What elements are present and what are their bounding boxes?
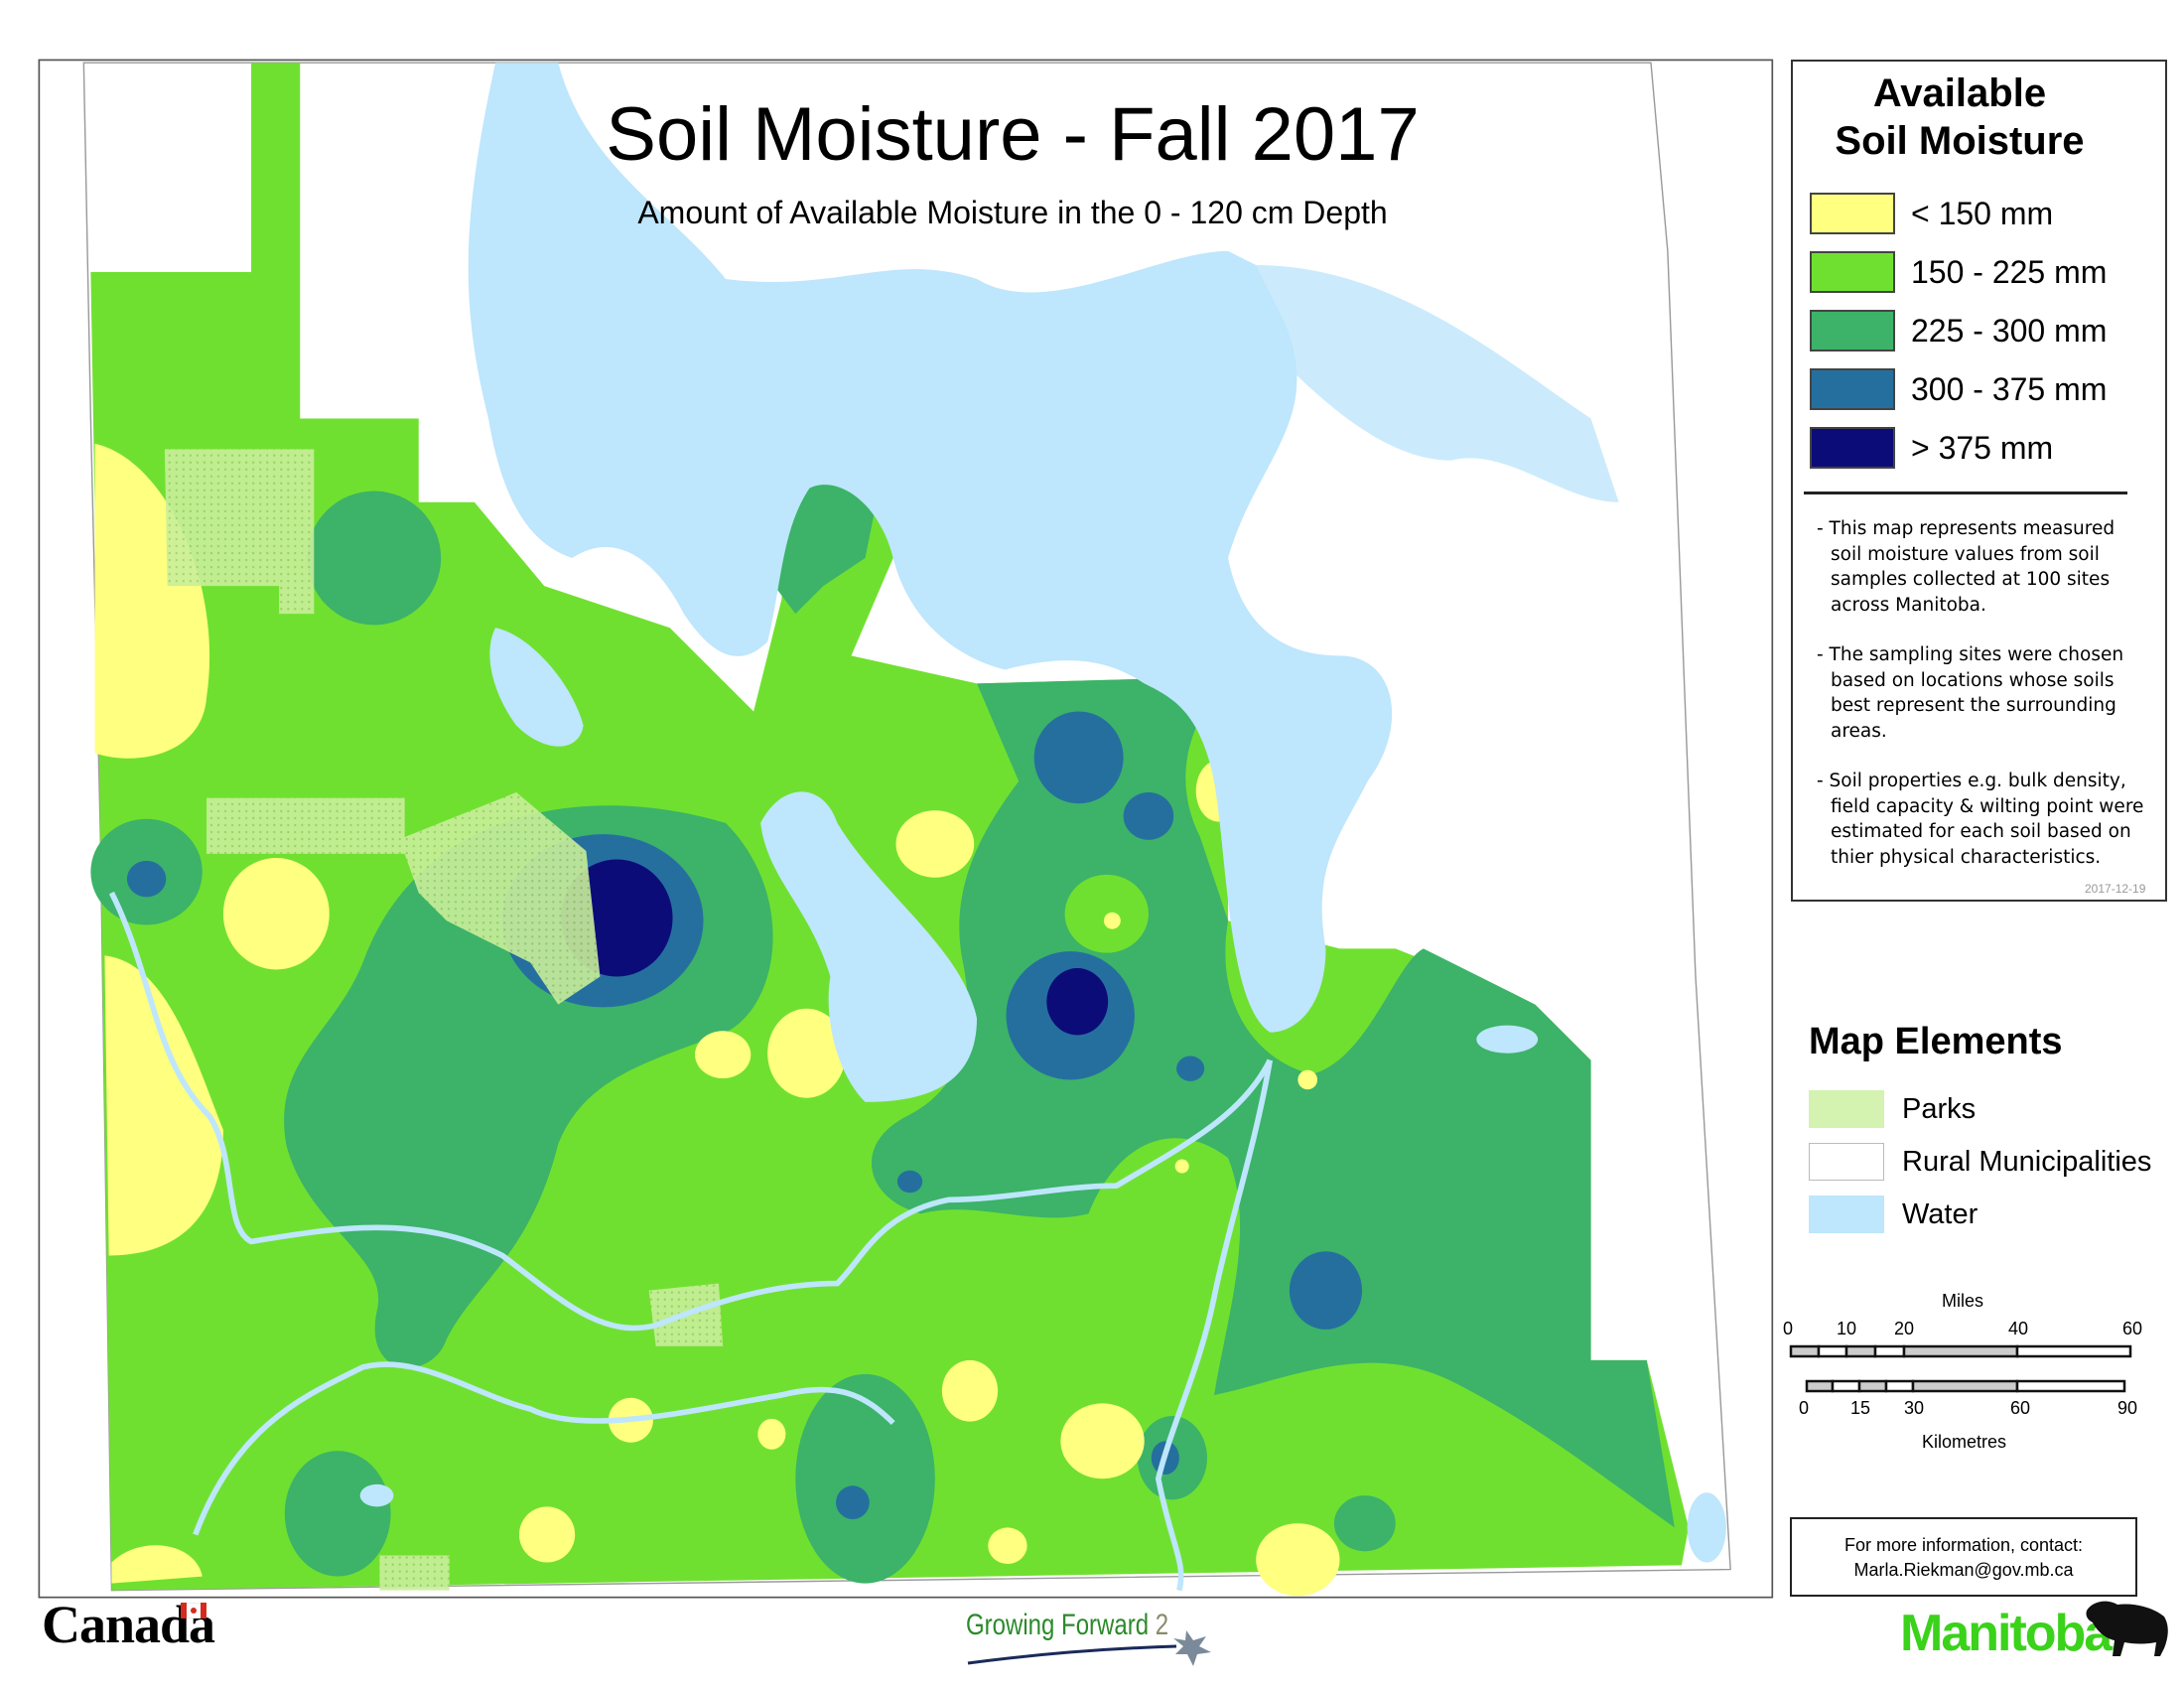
map-element-label: Water [1902, 1197, 1979, 1230]
map-date: 2017-12-19 [2085, 882, 2146, 896]
legend-title-line1: Available [1872, 71, 2047, 115]
zone-225-300 [871, 676, 1675, 1528]
legend-title: Available Soil Moisture [1791, 70, 2128, 165]
map-elements-title: Map Elements [1809, 1021, 2063, 1062]
note-line: - The sampling sites were chosen [1817, 644, 2124, 665]
map-title: Soil Moisture - Fall 2017 [606, 92, 1420, 177]
legend-item: 225 - 300 mm [1810, 308, 2107, 353]
growing-forward-text: Growing Forward [966, 1609, 1150, 1641]
scale-tick: 0 [1799, 1398, 1810, 1418]
contact-label: For more information, contact: [1843, 1535, 2084, 1555]
note-line: estimated for each soil based on [1831, 821, 2131, 842]
scale-km-label: Kilometres [1922, 1432, 2007, 1452]
legend-swatch [1810, 368, 1895, 410]
legend-title-line2: Soil Moisture [1835, 119, 2085, 163]
note-line: field capacity & wilting point were [1831, 795, 2144, 817]
zone-225-300 [795, 1373, 935, 1584]
legend-note: - The sampling sites were chosen based o… [1817, 642, 2154, 744]
canada-flag-icon [181, 1603, 206, 1618]
scale-bar [1789, 1344, 2132, 1393]
scale-tick: 10 [1837, 1319, 1857, 1338]
zone-225-300 [284, 1451, 391, 1577]
legend-swatch [1810, 251, 1895, 293]
legend-swatch [1810, 310, 1895, 352]
parks-swatch [1809, 1090, 1884, 1128]
note-line: soil moisture values from soil [1831, 543, 2100, 565]
water [359, 63, 1726, 1563]
legend-item: > 375 mm [1810, 425, 2053, 471]
legend-label: > 375 mm [1911, 429, 2054, 466]
legend-swatch [1810, 193, 1895, 234]
note-line: - This map represents measured [1817, 518, 2116, 539]
scale-tick: 60 [2122, 1319, 2143, 1338]
zone-lt-150 [1103, 912, 1121, 929]
map-element-label: Parks [1902, 1092, 1977, 1125]
legend-label: 150 - 225 mm [1911, 253, 2108, 290]
map-subtitle: Amount of Available Moisture in the 0 - … [637, 195, 1388, 230]
legend-label: 300 - 375 mm [1911, 370, 2108, 407]
zone-225-300 [307, 491, 442, 626]
parks [164, 449, 724, 1591]
legend-divider [1804, 492, 2127, 494]
note-line: based on locations whose soils [1831, 669, 2115, 691]
legend-item: < 150 mm [1810, 191, 2053, 236]
legend-item: 150 - 225 mm [1810, 249, 2107, 295]
map-element-item: Rural Municipalities [1809, 1142, 2151, 1182]
scale-tick: 0 [1783, 1319, 1794, 1338]
scale-tick: 40 [2008, 1319, 2029, 1338]
zone-lt-150 [94, 443, 1340, 1597]
rm-swatch [1809, 1143, 1884, 1181]
moisture-zones [90, 63, 1689, 1597]
map-element-item: Parks [1809, 1089, 1976, 1129]
note-line: across Manitoba. [1831, 594, 1986, 616]
water-swatch [1809, 1196, 1884, 1233]
legend-item: 300 - 375 mm [1810, 366, 2107, 412]
growing-forward-number: 2 [1155, 1609, 1169, 1641]
scale-miles-label: Miles [1942, 1291, 1984, 1311]
note-line: - Soil properties e.g. bulk density, [1817, 771, 2126, 791]
zone-150-225 [1064, 874, 1149, 953]
scale-tick: 90 [2117, 1398, 2138, 1418]
scale-tick: 60 [2010, 1398, 2031, 1418]
scale-tick: 15 [1850, 1398, 1871, 1418]
zone-225-300 [1333, 1495, 1396, 1552]
note-line: areas. [1831, 720, 1887, 742]
contact-box: For more information, contact: Marla.Rie… [1790, 1517, 2137, 1597]
legend-note: - Soil properties e.g. bulk density, fie… [1817, 769, 2154, 870]
scale-tick: 20 [1894, 1319, 1915, 1338]
map-element-item: Water [1809, 1195, 1978, 1234]
legend-label: < 150 mm [1911, 195, 2054, 231]
note-line: best represent the surrounding [1831, 695, 2116, 716]
bison-icon [2086, 1601, 2168, 1656]
map-element-label: Rural Municipalities [1902, 1145, 2152, 1178]
legend-label: 225 - 300 mm [1911, 312, 2108, 349]
note-line: thier physical characteristics. [1831, 846, 2102, 868]
contact-email[interactable]: Marla.Riekman@gov.mb.ca [1853, 1560, 2074, 1580]
growing-forward-swoosh-icon [967, 1630, 1211, 1666]
manitoba-wordmark: Manitoba [1900, 1605, 2113, 1662]
rivers [108, 891, 1274, 1592]
legend-note: - This map represents measured soil mois… [1817, 516, 2154, 618]
legend-swatch [1810, 427, 1895, 469]
growing-forward-logo: Growing Forward 2 [966, 1609, 1168, 1642]
scale-tick: 30 [1904, 1398, 1925, 1418]
note-line: samples collected at 100 sites [1831, 569, 2111, 590]
